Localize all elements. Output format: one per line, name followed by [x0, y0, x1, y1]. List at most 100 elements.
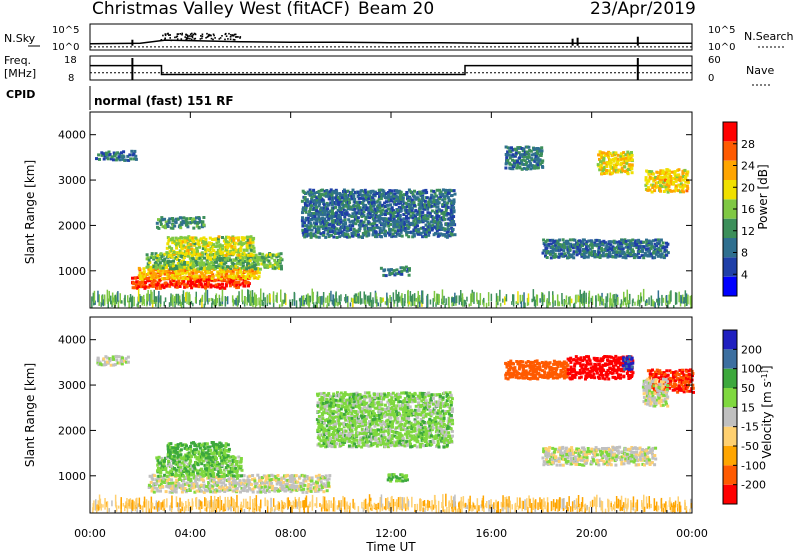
power-cell	[483, 297, 485, 303]
velocity-cell	[236, 476, 239, 480]
power-cell	[576, 249, 580, 253]
nsky-point	[210, 34, 212, 37]
noise-spike	[636, 36, 639, 46]
power-cell	[321, 295, 323, 305]
power-cell	[149, 293, 151, 306]
power-cell	[452, 222, 456, 226]
power-cell	[246, 245, 250, 249]
power-cell	[413, 203, 416, 207]
power-cell	[407, 230, 411, 234]
power-cell	[426, 211, 430, 215]
velocity-cell	[247, 487, 251, 490]
power-cell	[430, 204, 434, 208]
power-cell	[631, 248, 635, 252]
power-cell	[374, 215, 378, 219]
power-cell	[260, 288, 262, 302]
velocity-cell	[318, 488, 322, 492]
power-cell	[371, 213, 375, 217]
power-cell	[560, 252, 564, 256]
power-cell	[261, 252, 265, 256]
power-cell	[198, 220, 202, 223]
power-cell	[162, 263, 166, 267]
power-cell	[197, 270, 201, 273]
power-cell	[115, 156, 119, 160]
power-cell	[217, 274, 220, 278]
nsky-point	[206, 32, 208, 35]
velocity-cell	[216, 461, 219, 464]
power-cell	[247, 289, 250, 303]
velocity-cell	[228, 486, 232, 490]
power-cell	[97, 290, 99, 303]
power-cell	[268, 253, 272, 257]
power-cell	[278, 304, 281, 308]
power-cell	[295, 300, 298, 308]
power-cell	[113, 154, 117, 158]
power-cell	[442, 195, 446, 199]
power-cell	[323, 213, 327, 217]
power-cell	[236, 295, 239, 303]
power-cell	[302, 191, 306, 194]
power-cell	[392, 202, 396, 206]
power-cell	[312, 232, 316, 236]
power-cell	[254, 271, 258, 275]
power-cell	[659, 184, 662, 188]
power-cell	[392, 234, 396, 238]
power-cell	[242, 300, 244, 305]
power-cell	[248, 243, 252, 247]
power-cell	[179, 221, 183, 225]
velocity-cell	[272, 474, 276, 478]
power-cell	[516, 163, 520, 167]
power-cell	[645, 240, 649, 244]
power-cell	[586, 255, 590, 259]
velocity-cell	[192, 463, 196, 467]
velocity-cell	[187, 476, 191, 480]
power-cell	[613, 247, 617, 251]
power-cell	[533, 166, 537, 170]
power-cell	[435, 188, 439, 192]
power-cell	[452, 209, 456, 213]
power-cell	[146, 256, 150, 260]
power-cell	[226, 297, 228, 302]
power-cell	[510, 146, 513, 150]
power-cell	[137, 288, 140, 302]
power-cell	[393, 211, 396, 214]
power-cell	[362, 210, 366, 214]
power-cell	[398, 225, 402, 229]
power-cell	[563, 245, 567, 249]
velocity-cell	[233, 456, 237, 460]
power-cell	[111, 292, 114, 306]
power-cell	[549, 245, 553, 249]
velocity-cell	[274, 476, 278, 480]
power-cell	[168, 267, 172, 271]
velocity-cell	[320, 483, 324, 487]
power-cell	[204, 240, 208, 244]
power-cell	[98, 294, 100, 306]
power-cell	[614, 169, 618, 173]
power-cell	[431, 223, 435, 227]
velocity-cell	[218, 462, 221, 466]
velocity-cell	[218, 470, 222, 474]
power-cell	[249, 265, 253, 269]
power-cell	[346, 235, 350, 239]
power-cell	[389, 195, 393, 199]
power-cell	[227, 252, 231, 256]
velocity-cell	[266, 477, 270, 481]
velocity-cell	[308, 487, 312, 490]
power-cell	[237, 269, 241, 273]
power-cell	[337, 231, 341, 235]
power-cell	[142, 270, 146, 274]
power-cell	[437, 293, 439, 305]
power-cell	[223, 286, 227, 290]
nsky-point	[236, 36, 238, 38]
power-cell	[651, 239, 655, 243]
power-cell	[405, 214, 408, 218]
power-cell	[558, 301, 561, 307]
velocity-cell	[156, 489, 160, 493]
power-cell	[545, 243, 549, 247]
velocity-cell	[160, 456, 164, 460]
velocity-cell	[404, 476, 408, 480]
power-cell	[325, 215, 329, 219]
power-cell	[232, 267, 236, 271]
power-cell	[186, 254, 190, 258]
velocity-cell	[203, 463, 207, 467]
